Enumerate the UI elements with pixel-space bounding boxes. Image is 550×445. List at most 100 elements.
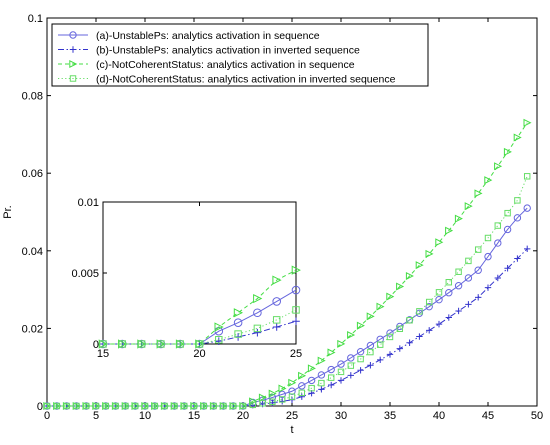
data-point (327, 365, 335, 374)
inset-data-point (253, 293, 263, 304)
inset-data-point (233, 318, 243, 328)
inset-y-tick-label: 0.01 (78, 197, 99, 209)
data-point (92, 402, 100, 410)
inset-data-point (233, 308, 244, 318)
legend: (a)-UnstablePs: analytics activation in … (51, 23, 429, 87)
data-point (386, 333, 394, 341)
data-point (523, 118, 532, 127)
data-point (514, 255, 521, 262)
inset-x-tick-label: 20 (193, 348, 205, 360)
inset-data-point (99, 340, 107, 348)
data-point (258, 393, 267, 402)
data-point (161, 402, 168, 410)
data-point (317, 371, 326, 379)
legend-box (51, 23, 429, 87)
data-point (524, 245, 531, 253)
y-tick-label: 0 (37, 401, 43, 413)
data-point (141, 402, 149, 410)
data-point (484, 284, 492, 291)
inset-data-point (272, 316, 281, 324)
legend-entry-label: (b)-UnstablePs: analytics activation in … (96, 45, 360, 57)
inset-data-point (137, 340, 146, 348)
data-point (73, 402, 80, 410)
data-point (298, 389, 306, 397)
data-point (445, 226, 454, 235)
data-point (504, 265, 511, 272)
data-point (112, 402, 119, 410)
inset-data-point (253, 308, 262, 318)
y-tick-label: 0.1 (28, 13, 43, 25)
data-point (259, 400, 266, 407)
data-point (455, 307, 462, 315)
inset-data-point (215, 336, 223, 344)
data-point (278, 390, 286, 399)
inset-data-point (272, 275, 282, 285)
inset-data-point (175, 339, 186, 349)
data-point (229, 402, 237, 410)
data-point (298, 393, 305, 400)
data-point (376, 302, 385, 311)
x-tick-label: 35 (384, 410, 396, 422)
inset-series-3 (99, 306, 300, 348)
data-point (425, 302, 433, 311)
data-point (337, 339, 346, 348)
inset-data-point (272, 323, 281, 331)
inset-data-point (195, 340, 204, 348)
data-point (455, 268, 462, 275)
data-point (122, 402, 129, 410)
data-point (376, 341, 384, 348)
data-point (356, 321, 365, 330)
y-tick-label: 0.08 (22, 91, 43, 103)
data-point (465, 257, 472, 265)
inset-data-point (195, 339, 205, 349)
data-point (347, 362, 355, 369)
inset-data-point (291, 285, 301, 295)
data-point (425, 298, 433, 306)
data-point (464, 202, 473, 211)
data-point (269, 398, 276, 405)
data-point (318, 379, 325, 387)
inset-plot-area (102, 201, 297, 345)
inset-data-point (137, 339, 147, 349)
data-point (426, 327, 433, 334)
data-point (190, 402, 198, 410)
data-point (425, 249, 434, 258)
data-point (435, 320, 443, 328)
data-point (366, 341, 375, 350)
data-point (484, 234, 492, 242)
x-tick-label: 40 (433, 410, 445, 422)
data-point (504, 209, 511, 217)
inset-data-point (215, 337, 223, 345)
inset-plot-group: 15 20 25 0 0.005 0.01 (71, 197, 302, 360)
data-point (406, 339, 413, 346)
data-point (63, 402, 70, 410)
data-point (151, 402, 159, 410)
data-point (308, 384, 315, 392)
series-3 (43, 173, 531, 410)
data-point (396, 325, 404, 333)
data-point (356, 347, 365, 356)
data-point (367, 362, 374, 369)
data-point (503, 225, 512, 234)
data-point (474, 246, 482, 253)
data-point (367, 348, 374, 356)
data-point (396, 282, 405, 291)
legend-entry-label: (d)-NotCoherentStatus: analytics activat… (96, 74, 396, 86)
inset-data-point (176, 340, 184, 348)
data-point (249, 397, 258, 406)
legend-marker (69, 46, 77, 53)
data-point (328, 381, 335, 389)
data-point (180, 402, 188, 410)
series-line (47, 176, 528, 407)
data-point (484, 176, 493, 185)
y-axis-label: Pr. (2, 205, 14, 218)
data-point (220, 402, 227, 410)
data-point (269, 399, 276, 407)
data-point (406, 317, 413, 324)
data-point (386, 292, 395, 301)
data-point (445, 314, 452, 321)
data-point (415, 261, 424, 270)
data-point (416, 308, 423, 315)
data-point (494, 162, 503, 171)
